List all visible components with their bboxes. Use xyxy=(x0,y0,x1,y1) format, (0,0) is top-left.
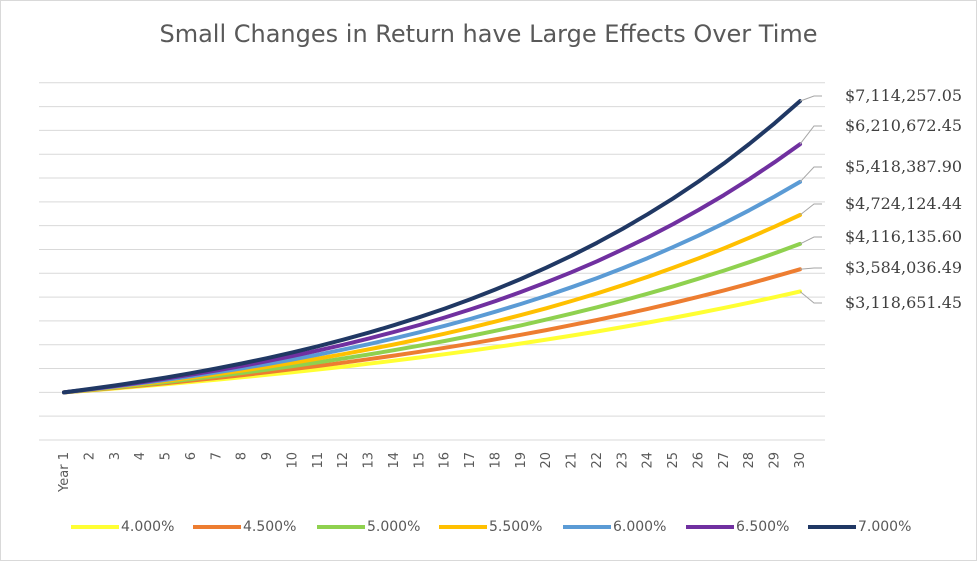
callout-leader xyxy=(799,236,822,245)
x-tick-label: 2 xyxy=(82,452,97,460)
x-tick-label: 16 xyxy=(438,452,453,469)
callout-leader xyxy=(799,291,822,304)
x-tick-label: 4 xyxy=(133,452,148,460)
end-value-label: $6,210,672.45 xyxy=(845,116,962,135)
x-tick-label: 14 xyxy=(387,452,402,469)
legend-label: 6.500% xyxy=(736,519,790,535)
end-value-callouts: $7,114,257.05 $6,210,672.45 $5,418,387.90 $… xyxy=(799,86,962,312)
x-tick-label: 26 xyxy=(691,452,706,469)
legend-swatch xyxy=(686,525,734,529)
x-tick-label: 19 xyxy=(514,452,529,469)
legend-swatch xyxy=(71,525,119,529)
callout-leader xyxy=(799,95,822,102)
end-value-label: $3,118,651.45 xyxy=(845,293,962,312)
legend-label: 4.500% xyxy=(243,519,297,535)
x-tick-label: 6 xyxy=(184,452,199,460)
x-tick-label: 13 xyxy=(362,452,377,469)
legend-item: 4.500% xyxy=(193,519,296,535)
x-tick-label: 9 xyxy=(260,452,275,460)
x-tick-label: 23 xyxy=(615,452,630,469)
x-tick-label: 18 xyxy=(488,452,503,469)
chart-title: Small Changes in Return have Large Effec… xyxy=(159,20,818,48)
x-tick-label: 17 xyxy=(463,452,478,469)
legend-label: 6.000% xyxy=(613,519,667,535)
callout-leader xyxy=(799,203,822,216)
end-value-label: $5,418,387.90 xyxy=(845,157,962,176)
x-tick-label: Year 1 xyxy=(57,452,72,493)
series-lines xyxy=(62,99,802,395)
x-axis-ticks: Year 1 2 3 4 5 6 7 8 9 10 11 12 13 14 15 16 17 18 19 20 21 22… xyxy=(57,452,808,493)
x-tick-label: 12 xyxy=(336,452,351,469)
legend-swatch xyxy=(808,525,856,529)
legend-swatch xyxy=(317,525,365,529)
x-tick-label: 11 xyxy=(311,452,326,469)
legend-label: 5.000% xyxy=(367,519,421,535)
series-line xyxy=(62,241,802,395)
legend-item: 5.500% xyxy=(439,519,542,535)
x-tick-label: 22 xyxy=(590,452,605,469)
legend-label: 7.000% xyxy=(858,519,912,535)
legend-item: 6.000% xyxy=(563,519,666,535)
legend: 4.000% 4.500% 5.000% 5.500% 6.000% 6.500% 7.00… xyxy=(0,519,977,541)
x-tick-label: 24 xyxy=(641,452,656,469)
end-value-label: $4,116,135.60 xyxy=(845,227,962,246)
end-value-label: $7,114,257.05 xyxy=(845,86,962,105)
x-tick-label: 15 xyxy=(412,452,427,469)
legend-swatch xyxy=(193,525,241,529)
x-tick-label: 30 xyxy=(793,452,808,469)
x-tick-label: 21 xyxy=(565,452,580,469)
callout-leader xyxy=(799,125,822,145)
legend-item: 7.000% xyxy=(808,519,911,535)
x-tick-label: 29 xyxy=(768,452,783,469)
x-tick-label: 25 xyxy=(666,452,681,469)
x-tick-label: 3 xyxy=(108,452,123,460)
x-tick-label: 20 xyxy=(539,452,554,469)
x-tick-label: 7 xyxy=(209,452,224,460)
legend-swatch xyxy=(563,525,611,529)
legend-item: 4.000% xyxy=(71,519,174,535)
x-tick-label: 5 xyxy=(159,452,174,460)
legend-label: 4.000% xyxy=(121,519,175,535)
legend-swatch xyxy=(439,525,487,529)
x-tick-label: 10 xyxy=(285,452,300,469)
end-value-label: $4,724,124.44 xyxy=(845,194,962,213)
x-tick-label: 8 xyxy=(235,452,250,460)
callout-leader xyxy=(799,166,822,183)
legend-item: 6.500% xyxy=(686,519,789,535)
callout-leader xyxy=(799,267,822,270)
end-value-label: $3,584,036.49 xyxy=(845,258,962,277)
x-tick-label: 28 xyxy=(742,452,757,469)
legend-item: 5.000% xyxy=(317,519,420,535)
series-line xyxy=(62,99,802,395)
x-tick-label: 27 xyxy=(717,452,732,469)
legend-label: 5.500% xyxy=(489,519,543,535)
